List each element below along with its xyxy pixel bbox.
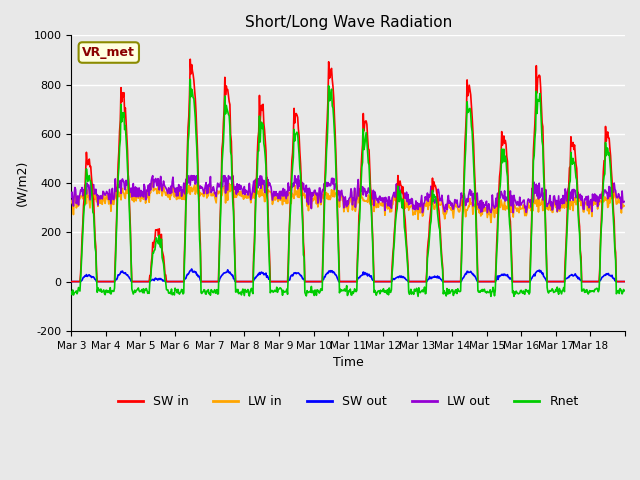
SW out bbox=[188, 266, 196, 272]
SW in bbox=[67, 279, 75, 285]
LW out bbox=[124, 173, 132, 179]
SW in bbox=[620, 279, 628, 285]
SW in bbox=[235, 279, 243, 285]
SW out bbox=[620, 279, 628, 285]
Line: SW in: SW in bbox=[71, 59, 624, 282]
LW in bbox=[487, 220, 495, 226]
Y-axis label: (W/m2): (W/m2) bbox=[15, 160, 28, 206]
SW in bbox=[283, 279, 291, 285]
LW in bbox=[436, 202, 444, 208]
SW out bbox=[436, 276, 444, 282]
SW in bbox=[406, 279, 413, 285]
Text: VR_met: VR_met bbox=[83, 46, 135, 59]
Rnet bbox=[283, 286, 291, 292]
Line: LW out: LW out bbox=[71, 176, 624, 213]
Rnet bbox=[132, 288, 140, 293]
SW out bbox=[132, 279, 140, 285]
Rnet bbox=[487, 293, 495, 299]
Line: SW out: SW out bbox=[71, 269, 624, 282]
LW in bbox=[620, 203, 628, 209]
SW out bbox=[283, 279, 291, 285]
Title: Short/Long Wave Radiation: Short/Long Wave Radiation bbox=[244, 15, 452, 30]
Line: Rnet: Rnet bbox=[71, 79, 624, 296]
Rnet bbox=[620, 288, 628, 294]
Rnet bbox=[186, 76, 194, 82]
SW in bbox=[436, 230, 444, 236]
Rnet bbox=[67, 289, 75, 295]
Rnet bbox=[235, 291, 243, 297]
Rnet bbox=[262, 163, 270, 169]
LW in bbox=[283, 191, 291, 197]
LW in bbox=[124, 173, 132, 179]
LW out bbox=[419, 210, 426, 216]
LW out bbox=[283, 189, 291, 194]
LW out bbox=[437, 198, 445, 204]
LW out bbox=[620, 199, 628, 204]
LW in bbox=[67, 200, 75, 205]
LW in bbox=[133, 189, 141, 194]
SW out bbox=[406, 279, 413, 285]
LW in bbox=[262, 188, 270, 193]
X-axis label: Time: Time bbox=[333, 356, 364, 369]
SW in bbox=[132, 279, 140, 285]
SW in bbox=[186, 56, 194, 62]
Line: LW in: LW in bbox=[71, 176, 624, 223]
LW out bbox=[133, 185, 141, 191]
SW in bbox=[262, 148, 270, 154]
SW out bbox=[235, 279, 243, 285]
Rnet bbox=[406, 291, 413, 297]
LW out bbox=[235, 182, 243, 188]
LW in bbox=[406, 205, 413, 211]
LW out bbox=[262, 180, 270, 186]
Legend: SW in, LW in, SW out, LW out, Rnet: SW in, LW in, SW out, LW out, Rnet bbox=[113, 390, 584, 413]
LW in bbox=[235, 189, 243, 195]
Rnet bbox=[436, 240, 444, 245]
LW out bbox=[406, 197, 413, 203]
SW out bbox=[67, 279, 75, 285]
SW out bbox=[262, 270, 270, 276]
LW out bbox=[67, 194, 75, 200]
